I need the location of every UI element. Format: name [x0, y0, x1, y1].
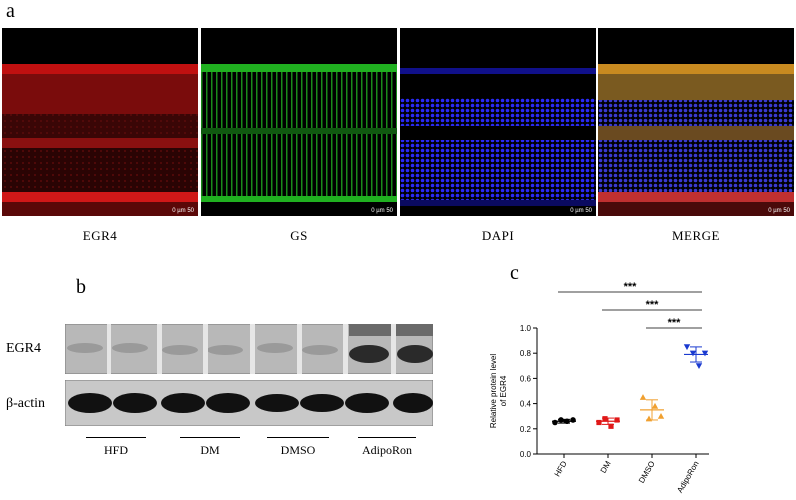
- y-tick-label: 0.4: [520, 400, 532, 409]
- data-point: [689, 350, 697, 357]
- panel-a-letter: a: [6, 0, 15, 22]
- data-point: [558, 417, 564, 423]
- data-point: [602, 416, 608, 422]
- egr4-label: EGR4: [82, 228, 118, 243]
- blot-row-label-beta-actin: β-actin: [6, 396, 45, 411]
- y-axis-label: of EGR4: [499, 375, 508, 406]
- data-point: [596, 419, 602, 426]
- beta-actin-blot: [64, 379, 434, 431]
- lane-group-line: [180, 437, 240, 438]
- gs-micrograph: 0 µm 50: [201, 28, 397, 216]
- y-tick-label: 0.8: [520, 349, 532, 358]
- data-point: [657, 413, 665, 419]
- data-point: [639, 394, 647, 400]
- x-tick-label: DM: [599, 459, 613, 475]
- egr4-protein-chart: 0.0 0.2 0.4 0.6 0.8 1.0 Relative protein level…: [489, 281, 709, 495]
- lane-label-dmso: DMSO: [280, 443, 316, 457]
- scale-bar-label: 0 µm 50: [172, 208, 194, 214]
- y-tick-label: 0.2: [520, 425, 532, 434]
- scale-bar-label: 0 µm 50: [371, 208, 393, 214]
- data-point: [608, 423, 614, 429]
- lane-group-line: [358, 437, 416, 438]
- data-point: [651, 402, 659, 409]
- data-point: [614, 417, 620, 423]
- data-point: [695, 363, 703, 369]
- lane-label-dm: DM: [200, 443, 220, 457]
- panel-c-letter: c: [510, 262, 519, 284]
- significance-label: ***: [646, 299, 660, 311]
- merge-label: MERGE: [672, 228, 720, 243]
- lane-label-adiporon: AdipoRon: [361, 443, 412, 457]
- y-tick-label: 0.6: [520, 374, 532, 383]
- scale-bar-label: 0 µm 50: [570, 208, 592, 214]
- scale-bar-label: 0 µm 50: [768, 208, 790, 214]
- data-point: [683, 344, 691, 351]
- data-point: [552, 419, 558, 426]
- dapi-micrograph: 0 µm 50: [400, 28, 596, 216]
- significance-label: ***: [668, 317, 682, 329]
- x-tick-label: HFD: [553, 459, 569, 478]
- x-tick-label: DMSO: [637, 460, 657, 485]
- lane-label-hfd: HFD: [103, 443, 128, 457]
- data-point: [701, 350, 709, 357]
- y-tick-label: 1.0: [520, 324, 532, 333]
- y-tick-label: 0.0: [520, 450, 532, 459]
- panel-b-letter: b: [76, 276, 86, 298]
- egr4-micrograph: 0 µm 50: [2, 28, 198, 216]
- blot-row-label-egr4: EGR4: [6, 341, 41, 356]
- egr4-blot: [64, 323, 434, 379]
- lane-group-line: [86, 437, 146, 438]
- data-point: [570, 417, 576, 423]
- gs-label: GS: [290, 228, 308, 243]
- lane-group-line: [267, 437, 329, 438]
- x-tick-label: AdipoRon: [675, 460, 700, 495]
- significance-label: ***: [624, 281, 638, 293]
- dapi-label: DAPI: [481, 228, 515, 243]
- y-axis-label: Relative protein level: [489, 354, 498, 428]
- merge-micrograph: 0 µm 50: [598, 28, 794, 216]
